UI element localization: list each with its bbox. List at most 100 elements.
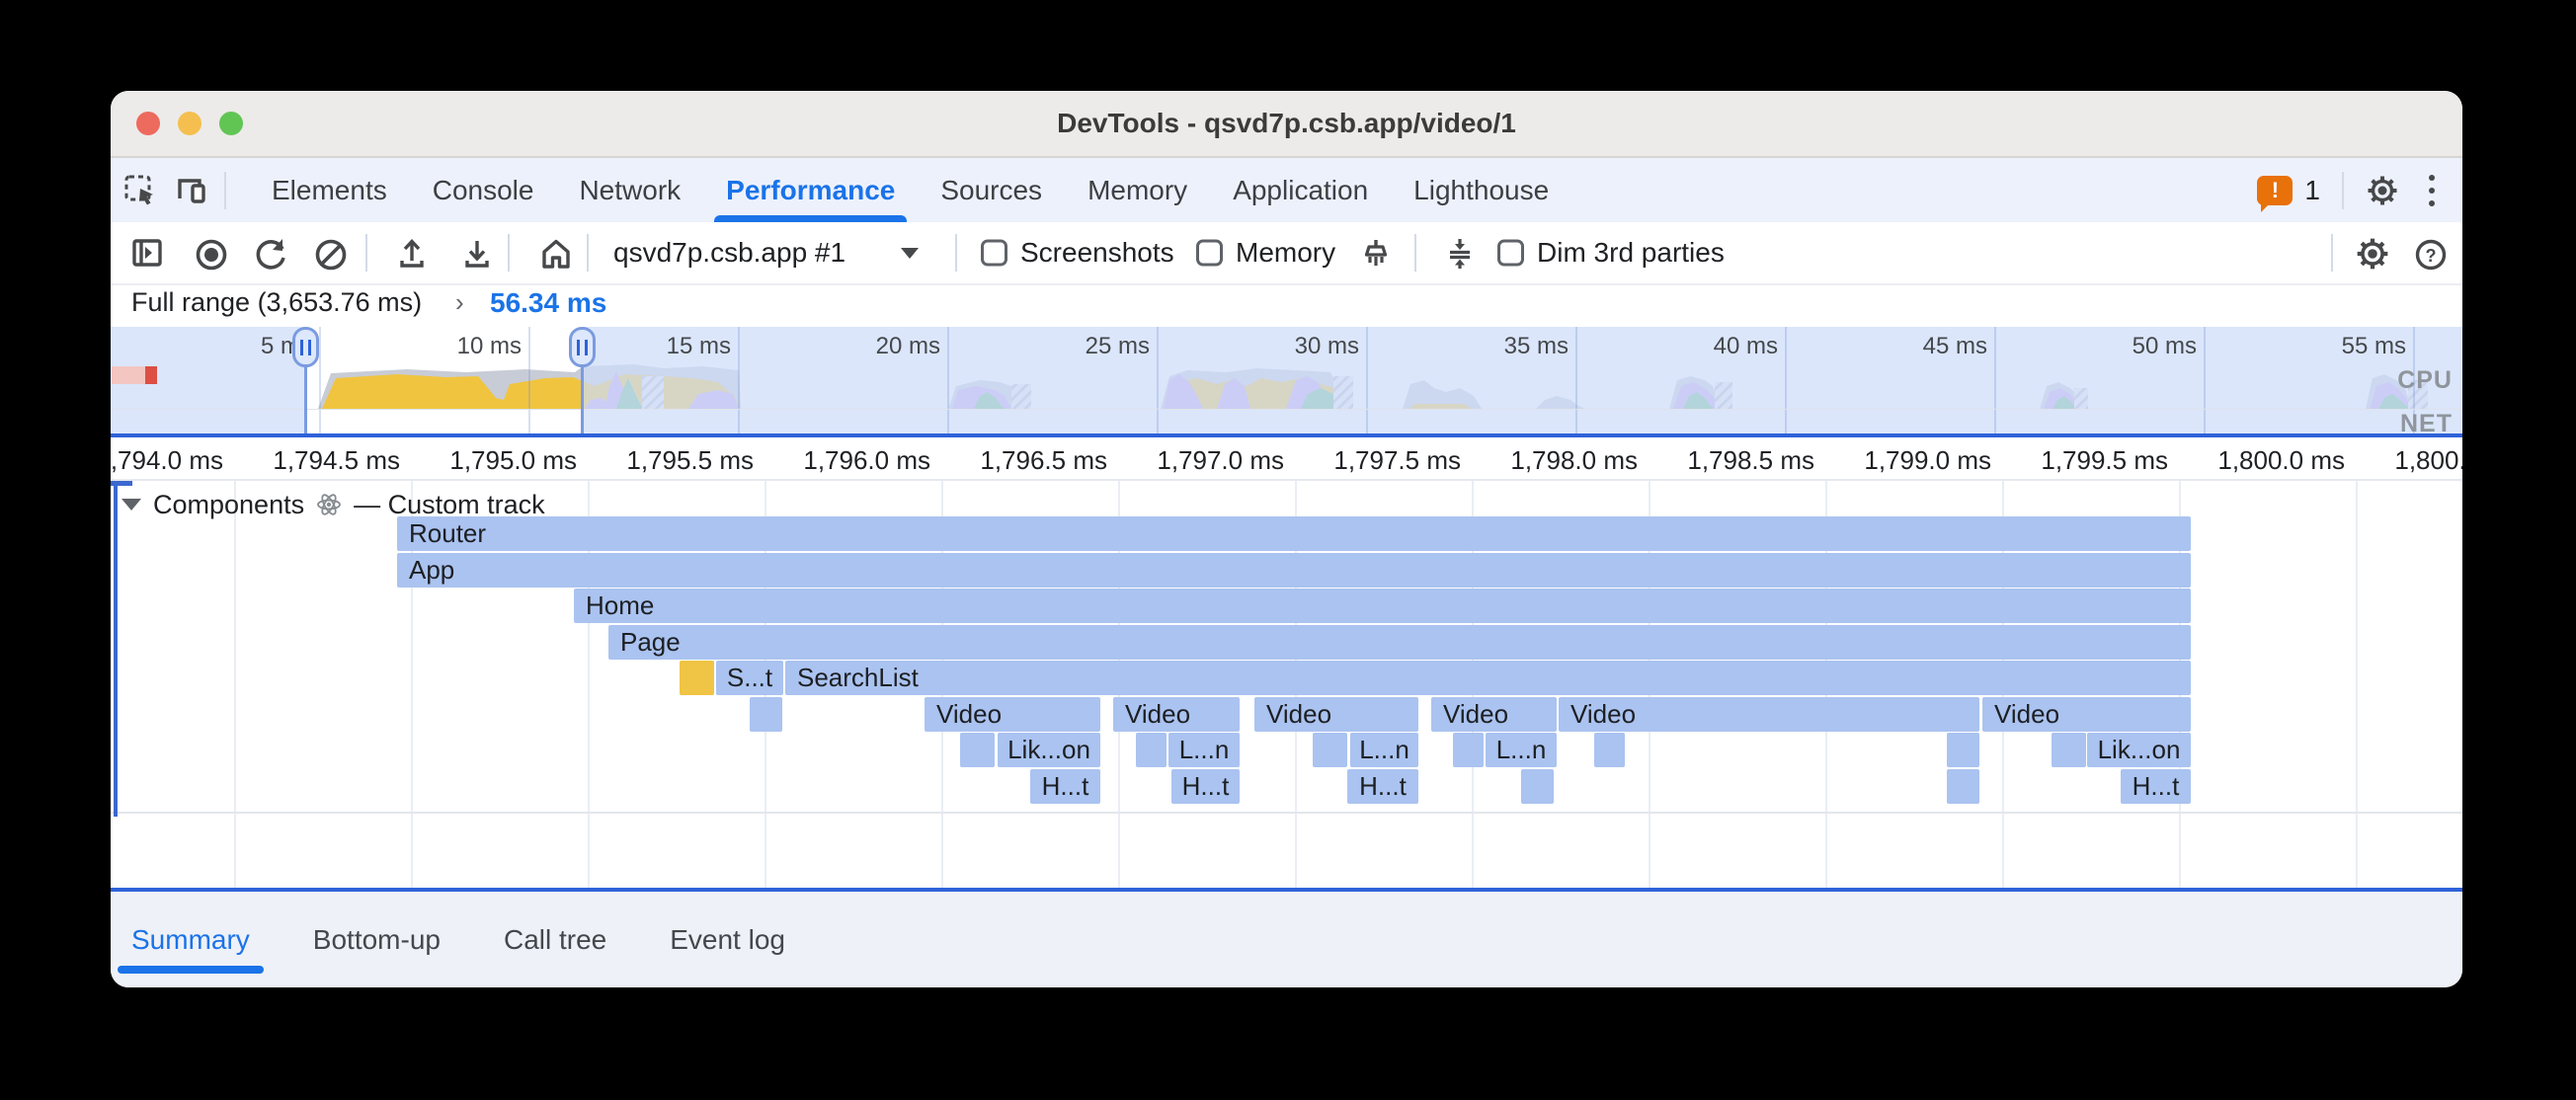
component-bar[interactable]: [750, 696, 782, 732]
component-bar-s-t[interactable]: S...t: [716, 661, 783, 695]
component-bar-video[interactable]: Video: [925, 696, 1100, 732]
toggle-sidebar-icon[interactable]: [130, 236, 164, 270]
tab-application[interactable]: Application: [1233, 174, 1369, 205]
component-bar[interactable]: [1521, 768, 1554, 804]
component-bar-h-t[interactable]: H...t: [1171, 768, 1240, 804]
load-profile-icon[interactable]: [394, 236, 428, 270]
inspect-element-icon[interactable]: [123, 174, 157, 207]
component-bar[interactable]: [960, 733, 995, 767]
overview-tick-line: [2204, 327, 2206, 433]
overview-tick-line: [1157, 327, 1159, 433]
component-bar[interactable]: [1313, 733, 1347, 767]
close-window-button[interactable]: [136, 112, 160, 135]
component-bar-video[interactable]: Video: [1431, 696, 1557, 732]
component-bar[interactable]: [1453, 733, 1484, 767]
component-bar[interactable]: [1136, 733, 1167, 767]
component-bar-video[interactable]: Video: [1113, 696, 1240, 732]
custom-track-header[interactable]: Components — Custom track: [121, 489, 545, 520]
collapse-flame-icon[interactable]: [1442, 236, 1476, 270]
component-bar-home[interactable]: Home: [574, 589, 2191, 623]
component-bar-h-t[interactable]: H...t: [2121, 768, 2191, 804]
component-bar-lik-on[interactable]: Lik...on: [998, 733, 1100, 767]
component-bar-h-t[interactable]: H...t: [1347, 768, 1418, 804]
clear-icon[interactable]: [312, 236, 347, 271]
component-bar[interactable]: [1594, 733, 1625, 767]
screenshots-label[interactable]: Screenshots: [1020, 237, 1174, 268]
home-icon[interactable]: [537, 236, 571, 270]
more-options-kebab-icon[interactable]: [2429, 174, 2435, 206]
selected-range-crumb[interactable]: 56.34 ms: [490, 287, 607, 318]
dim-3rd-parties-label[interactable]: Dim 3rd parties: [1537, 237, 1725, 268]
bottom-tab-summary[interactable]: Summary: [118, 923, 264, 974]
target-select-dropdown[interactable]: qsvd7p.csb.app #1: [613, 237, 920, 269]
panel-resize-divider[interactable]: [111, 888, 2462, 892]
timeline-ruler: 1,794.0 ms 1,794.5 ms 1,795.0 ms 1,795.5 ms…: [111, 437, 2462, 481]
component-bar[interactable]: [680, 661, 714, 695]
devtools-tab-bar: Elements Console Network Performance Sources…: [111, 158, 2462, 222]
memory-label[interactable]: Memory: [1236, 237, 1336, 268]
settings-gear-icon[interactable]: [2366, 174, 2399, 207]
component-bar-lik-on[interactable]: Lik...on: [2087, 733, 2191, 767]
component-bar[interactable]: [1947, 768, 1979, 804]
component-bar-video[interactable]: Video: [1559, 696, 1979, 732]
bottom-tab-bottom-up[interactable]: Bottom-up: [312, 923, 441, 955]
component-bar-page[interactable]: Page: [608, 624, 2191, 660]
save-profile-icon[interactable]: [459, 236, 493, 270]
timeline-overview[interactable]: 5 ms 10 ms 15 ms 20 ms 25 ms 30 ms 35 ms 40 ms 4…: [111, 327, 2462, 437]
flame-chart[interactable]: Components — Custom track Router App Home P…: [111, 481, 2462, 888]
component-bar-h-t[interactable]: H...t: [1030, 768, 1100, 804]
component-bar-app[interactable]: App: [397, 552, 2191, 588]
minimize-window-button[interactable]: [178, 112, 201, 135]
ruler-tick-label: 1,796.5 ms: [980, 445, 1107, 475]
tab-memory[interactable]: Memory: [1087, 174, 1188, 205]
component-bar-l-n[interactable]: L...n: [1350, 733, 1418, 767]
overview-tick-label: 35 ms: [1503, 333, 1569, 359]
component-bar-l-n[interactable]: L...n: [1486, 733, 1557, 767]
ruler-tick-label: 1,797.0 ms: [1157, 445, 1284, 475]
component-bar-video[interactable]: Video: [1982, 696, 2191, 732]
memory-checkbox[interactable]: [1196, 239, 1223, 267]
overview-tick-label: 10 ms: [456, 333, 522, 359]
component-bar-router[interactable]: Router: [397, 516, 2191, 551]
overview-bottom-border: [111, 433, 2462, 437]
record-icon[interactable]: [193, 236, 227, 271]
window-title: DevTools - qsvd7p.csb.app/video/1: [1057, 108, 1516, 138]
overview-tick-label: 45 ms: [1922, 333, 1987, 359]
component-bar-l-n[interactable]: L...n: [1168, 733, 1240, 767]
overview-tick-line: [2413, 327, 2415, 433]
bottom-tab-call-tree[interactable]: Call tree: [503, 923, 607, 955]
tab-network[interactable]: Network: [579, 174, 682, 205]
bottom-tab-event-log[interactable]: Event log: [670, 923, 785, 955]
issues-count[interactable]: 1: [2304, 174, 2320, 205]
tab-elements[interactable]: Elements: [272, 174, 387, 205]
issues-warning-icon[interactable]: !: [2257, 175, 2294, 212]
collect-garbage-icon[interactable]: [1357, 236, 1391, 270]
component-bar-searchlist[interactable]: SearchList: [785, 661, 2191, 695]
capture-settings-gear-icon[interactable]: [2355, 236, 2388, 270]
overview-tick-label: 25 ms: [1085, 333, 1150, 359]
component-bar[interactable]: [1947, 733, 1979, 767]
grid-line: [411, 481, 413, 888]
full-range-crumb[interactable]: Full range (3,653.76 ms): [131, 287, 423, 317]
long-task-indicator: [112, 366, 157, 384]
dim-3rd-parties-checkbox[interactable]: [1497, 239, 1524, 267]
screenshots-checkbox[interactable]: [981, 239, 1007, 267]
react-atom-icon: [317, 494, 341, 515]
tab-sources[interactable]: Sources: [940, 174, 1043, 205]
collapse-triangle-icon[interactable]: [121, 499, 141, 511]
selection-left-handle[interactable]: [292, 327, 319, 367]
component-bar-video[interactable]: Video: [1254, 696, 1418, 732]
overview-tick-label: 20 ms: [875, 333, 940, 359]
tab-performance[interactable]: Performance: [714, 174, 908, 222]
component-bar[interactable]: [2052, 733, 2086, 767]
selection-right-handle[interactable]: [569, 327, 596, 367]
ruler-tick-label: 1,798.5 ms: [1687, 445, 1814, 475]
tab-lighthouse[interactable]: Lighthouse: [1413, 174, 1550, 205]
overview-tick-line: [1575, 327, 1577, 433]
device-toolbar-icon[interactable]: [175, 174, 208, 207]
maximize-window-button[interactable]: [219, 112, 243, 135]
help-icon[interactable]: ?: [2412, 236, 2447, 271]
reload-record-icon[interactable]: [252, 236, 285, 270]
tab-console[interactable]: Console: [432, 174, 534, 205]
ruler-tick-label: 1,796.0 ms: [803, 445, 930, 475]
